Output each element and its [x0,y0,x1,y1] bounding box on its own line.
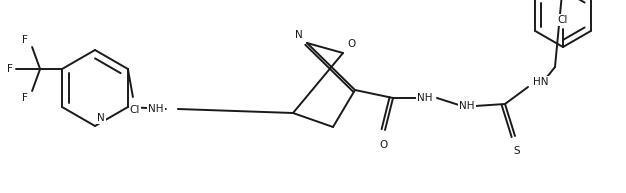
Text: N: N [295,30,303,40]
Text: N: N [97,113,105,123]
Text: Cl: Cl [558,15,568,25]
Text: NH: NH [148,104,163,114]
Text: F: F [22,35,28,45]
Text: F: F [8,64,13,74]
Text: NH: NH [459,101,475,111]
Text: O: O [379,140,387,150]
Text: S: S [514,146,520,156]
Text: O: O [347,39,355,49]
Text: Cl: Cl [130,105,140,115]
Text: NH: NH [418,93,433,103]
Text: HN: HN [533,77,548,87]
Text: F: F [22,93,28,103]
